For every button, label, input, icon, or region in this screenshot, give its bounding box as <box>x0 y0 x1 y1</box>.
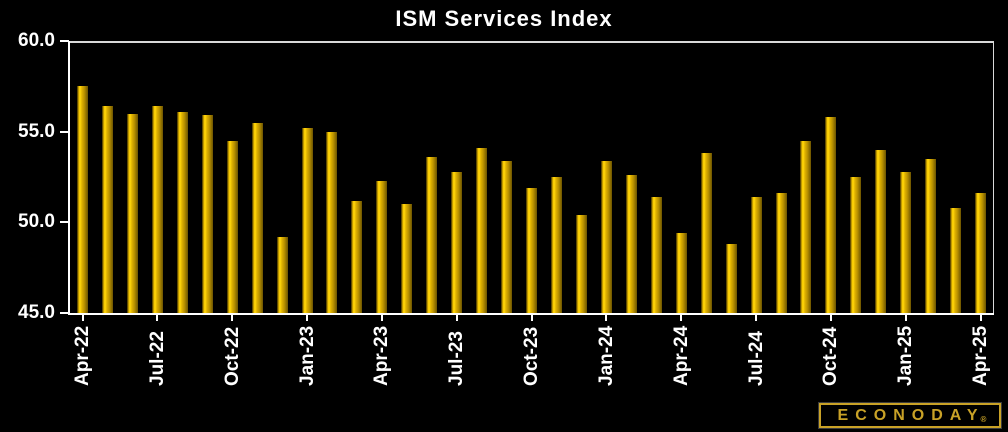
bar <box>875 149 887 313</box>
bar <box>476 148 488 313</box>
x-axis-tick-label: Apr-23 <box>371 325 393 386</box>
x-axis-tick-label: Jul-24 <box>745 331 767 386</box>
x-axis-tick-label: Apr-25 <box>970 325 991 386</box>
bar <box>326 131 338 313</box>
y-axis-tick-label: 45.0 <box>18 302 55 323</box>
bar <box>950 207 962 313</box>
bar <box>700 153 712 313</box>
bar <box>201 115 213 313</box>
bar <box>376 180 388 313</box>
x-axis-tick <box>605 315 608 321</box>
bar <box>426 157 438 313</box>
bar <box>526 187 537 313</box>
bar <box>725 244 737 313</box>
econoday-logo-text: ECONODAY <box>837 406 985 424</box>
y-axis-tick-label: 60.0 <box>18 30 55 51</box>
bar <box>351 200 363 313</box>
x-axis-tick-label: Oct-24 <box>820 326 842 386</box>
x-axis-tick <box>231 315 234 321</box>
x-axis-line <box>68 313 994 315</box>
x-axis-tick-label: Jul-22 <box>146 331 168 386</box>
x-axis-tick <box>455 315 458 321</box>
bar <box>126 113 138 313</box>
bar <box>301 128 313 313</box>
bar <box>550 177 562 313</box>
bar <box>575 215 587 313</box>
econoday-logo: ECONODAY ® <box>819 403 1001 428</box>
bar <box>625 175 637 313</box>
bar <box>850 177 862 313</box>
bar <box>451 171 463 313</box>
bar <box>77 86 88 313</box>
bar <box>750 196 762 313</box>
bar <box>975 193 986 313</box>
bar <box>900 171 912 313</box>
y-axis-tick <box>60 221 69 224</box>
y-axis-tick-label: 55.0 <box>18 120 55 142</box>
bar <box>650 196 662 313</box>
bar <box>276 236 288 313</box>
chart-title: ISM Services Index <box>395 6 613 31</box>
x-axis-tick-label: Jul-23 <box>446 331 468 386</box>
bar <box>925 158 937 313</box>
bar <box>800 140 812 313</box>
bar <box>176 111 188 313</box>
y-axis-tick-label: 50.0 <box>18 211 55 233</box>
plot-frame-right <box>992 41 994 313</box>
x-axis-tick-label: Apr-24 <box>670 325 692 386</box>
x-axis-tick <box>680 315 683 321</box>
y-axis-tick <box>60 130 69 133</box>
x-axis-tick-label: Oct-22 <box>221 326 243 386</box>
x-axis-tick <box>829 315 832 321</box>
y-axis-tick <box>60 312 69 314</box>
x-axis-tick <box>904 315 907 321</box>
plot-frame-top <box>70 41 994 43</box>
x-axis-tick-label: Jan-24 <box>595 325 617 386</box>
x-axis-tick <box>156 315 159 321</box>
x-axis-tick-label: Oct-23 <box>521 326 542 386</box>
bar <box>151 106 163 313</box>
y-axis-tick <box>60 40 69 42</box>
bar <box>600 160 612 313</box>
plot-area <box>70 41 993 313</box>
bar <box>401 204 413 313</box>
bar <box>501 160 513 313</box>
x-axis-tick-label: Jan-25 <box>895 325 917 386</box>
x-axis-tick <box>306 315 308 321</box>
bar <box>101 106 113 313</box>
x-axis-tick-label: Jan-23 <box>296 325 318 386</box>
bar <box>775 193 787 313</box>
x-axis-tick <box>380 315 383 321</box>
x-axis-tick <box>755 315 757 321</box>
x-axis-tick <box>979 315 982 321</box>
x-axis-tick-label: Apr-22 <box>72 325 93 386</box>
y-axis-line <box>68 41 70 315</box>
registered-trademark-icon: ® <box>980 415 987 424</box>
bar <box>251 122 263 313</box>
bar <box>226 140 238 313</box>
bar <box>675 233 687 313</box>
x-axis-tick <box>81 315 84 321</box>
bar <box>825 117 837 313</box>
x-axis-tick <box>530 315 533 321</box>
